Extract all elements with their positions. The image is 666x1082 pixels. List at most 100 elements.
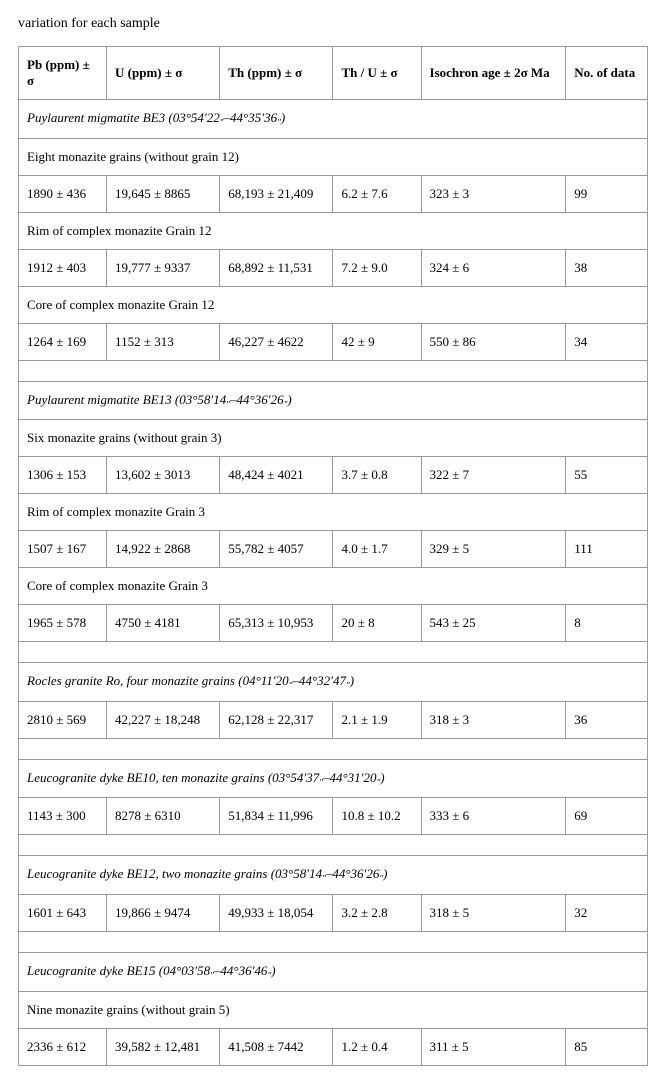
cell-age: 323 ± 3 [421,175,566,212]
cell-n: 34 [566,323,648,360]
spacer-row [19,931,648,952]
col-age: Isochron age ± 2σ Ma [421,47,566,100]
cell-th: 62,128 ± 22,317 [220,701,333,738]
group-subheader: Rim of complex monazite Grain 12 [19,212,648,249]
col-u: U (ppm) ± σ [107,47,220,100]
spacer-cell [19,642,648,663]
section-title-row: Leucogranite dyke BE10, ten monazite gra… [19,759,648,798]
cell-n: 69 [566,798,648,835]
cell-pb: 2336 ± 612 [19,1028,107,1065]
table-row: 1965 ± 5784750 ± 418165,313 ± 10,95320 ±… [19,605,648,642]
cell-n: 38 [566,249,648,286]
col-n: No. of data [566,47,648,100]
group-subheader-row: Eight monazite grains (without grain 12) [19,138,648,175]
cell-pb: 1890 ± 436 [19,175,107,212]
table-row: 1264 ± 1691152 ± 31346,227 ± 462242 ± 95… [19,323,648,360]
cell-n: 85 [566,1028,648,1065]
cell-age: 329 ± 5 [421,531,566,568]
cell-pb: 2810 ± 569 [19,701,107,738]
cell-age: 311 ± 5 [421,1028,566,1065]
cell-n: 111 [566,531,648,568]
section-title: Puylaurent migmatite BE3 (03°54′22″–44°3… [19,100,648,139]
cell-th: 48,424 ± 4021 [220,457,333,494]
cell-pb: 1507 ± 167 [19,531,107,568]
section-title-row: Leucogranite dyke BE12, two monazite gra… [19,856,648,895]
cell-thu: 10.8 ± 10.2 [333,798,421,835]
table-caption: variation for each sample [18,16,648,32]
cell-age: 543 ± 25 [421,605,566,642]
cell-th: 49,933 ± 18,054 [220,894,333,931]
cell-age: 322 ± 7 [421,457,566,494]
section-title-row: Puylaurent migmatite BE13 (03°58′14″–44°… [19,381,648,420]
cell-th: 41,508 ± 7442 [220,1028,333,1065]
cell-u: 19,645 ± 8865 [107,175,220,212]
section-title-row: Leucogranite dyke BE15 (04°03′58″–44°36′… [19,952,648,991]
cell-u: 14,922 ± 2868 [107,531,220,568]
col-th: Th (ppm) ± σ [220,47,333,100]
cell-u: 19,777 ± 9337 [107,249,220,286]
cell-age: 318 ± 3 [421,701,566,738]
cell-age: 550 ± 86 [421,323,566,360]
cell-pb: 1264 ± 169 [19,323,107,360]
group-subheader-row: Core of complex monazite Grain 12 [19,286,648,323]
cell-n: 8 [566,605,648,642]
group-subheader-row: Core of complex monazite Grain 3 [19,568,648,605]
cell-th: 46,227 ± 4622 [220,323,333,360]
cell-age: 318 ± 5 [421,894,566,931]
group-subheader: Rim of complex monazite Grain 3 [19,494,648,531]
cell-th: 51,834 ± 11,996 [220,798,333,835]
cell-thu: 3.2 ± 2.8 [333,894,421,931]
cell-u: 8278 ± 6310 [107,798,220,835]
section-title-row: Rocles granite Ro, four monazite grains … [19,663,648,702]
cell-u: 1152 ± 313 [107,323,220,360]
section-title-row: Puylaurent migmatite BE3 (03°54′22″–44°3… [19,100,648,139]
group-subheader: Nine monazite grains (without grain 5) [19,991,648,1028]
cell-n: 36 [566,701,648,738]
section-title: Puylaurent migmatite BE13 (03°58′14″–44°… [19,381,648,420]
table-row: 1912 ± 40319,777 ± 933768,892 ± 11,5317.… [19,249,648,286]
cell-pb: 1306 ± 153 [19,457,107,494]
group-subheader: Six monazite grains (without grain 3) [19,420,648,457]
table-row: 1306 ± 15313,602 ± 301348,424 ± 40213.7 … [19,457,648,494]
cell-thu: 4.0 ± 1.7 [333,531,421,568]
cell-thu: 1.2 ± 0.4 [333,1028,421,1065]
group-subheader: Core of complex monazite Grain 3 [19,568,648,605]
group-subheader: Eight monazite grains (without grain 12) [19,138,648,175]
cell-pb: 1912 ± 403 [19,249,107,286]
cell-n: 32 [566,894,648,931]
table-row: 1601 ± 64319,866 ± 947449,933 ± 18,0543.… [19,894,648,931]
cell-u: 42,227 ± 18,248 [107,701,220,738]
cell-th: 68,892 ± 11,531 [220,249,333,286]
group-subheader: Core of complex monazite Grain 12 [19,286,648,323]
cell-u: 4750 ± 4181 [107,605,220,642]
spacer-row [19,642,648,663]
data-table: Pb (ppm) ± σ U (ppm) ± σ Th (ppm) ± σ Th… [18,46,648,1066]
group-subheader-row: Rim of complex monazite Grain 12 [19,212,648,249]
cell-thu: 20 ± 8 [333,605,421,642]
group-subheader-row: Rim of complex monazite Grain 3 [19,494,648,531]
cell-u: 13,602 ± 3013 [107,457,220,494]
spacer-cell [19,738,648,759]
cell-age: 324 ± 6 [421,249,566,286]
cell-pb: 1965 ± 578 [19,605,107,642]
section-title: Leucogranite dyke BE15 (04°03′58″–44°36′… [19,952,648,991]
section-title: Rocles granite Ro, four monazite grains … [19,663,648,702]
spacer-row [19,835,648,856]
section-title: Leucogranite dyke BE10, ten monazite gra… [19,759,648,798]
spacer-cell [19,360,648,381]
cell-thu: 7.2 ± 9.0 [333,249,421,286]
cell-n: 99 [566,175,648,212]
col-thu: Th / U ± σ [333,47,421,100]
table-row: 1143 ± 3008278 ± 631051,834 ± 11,99610.8… [19,798,648,835]
spacer-row [19,360,648,381]
table-row: 1507 ± 16714,922 ± 286855,782 ± 40574.0 … [19,531,648,568]
cell-age: 333 ± 6 [421,798,566,835]
cell-pb: 1143 ± 300 [19,798,107,835]
spacer-cell [19,931,648,952]
cell-th: 55,782 ± 4057 [220,531,333,568]
section-title: Leucogranite dyke BE12, two monazite gra… [19,856,648,895]
table-row: 2810 ± 56942,227 ± 18,24862,128 ± 22,317… [19,701,648,738]
spacer-cell [19,835,648,856]
cell-thu: 42 ± 9 [333,323,421,360]
cell-thu: 3.7 ± 0.8 [333,457,421,494]
